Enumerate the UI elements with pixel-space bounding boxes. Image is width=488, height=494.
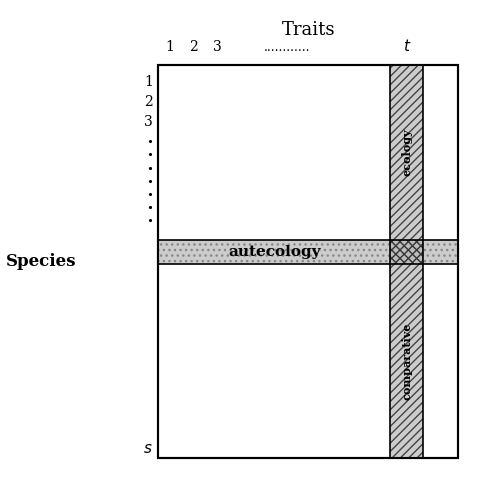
Text: 2: 2 xyxy=(144,95,153,109)
Text: $s$: $s$ xyxy=(143,441,153,456)
Text: 1: 1 xyxy=(166,41,175,54)
Text: ecology: ecology xyxy=(402,128,412,176)
Text: Traits: Traits xyxy=(282,21,335,39)
Bar xyxy=(390,264,423,458)
Bar xyxy=(159,65,459,458)
Text: 3: 3 xyxy=(144,115,153,129)
Bar xyxy=(159,240,390,264)
Text: 2: 2 xyxy=(189,41,198,54)
Bar xyxy=(390,65,423,240)
Text: 1: 1 xyxy=(144,76,153,89)
Bar xyxy=(159,65,459,458)
Text: comparative: comparative xyxy=(402,323,412,400)
Bar xyxy=(390,240,423,264)
Text: $t$: $t$ xyxy=(403,39,411,54)
Bar xyxy=(390,240,423,264)
Text: Species: Species xyxy=(6,253,77,270)
Text: 3: 3 xyxy=(213,41,222,54)
Text: autecology: autecology xyxy=(228,245,321,259)
Bar xyxy=(423,240,459,264)
Text: ............: ............ xyxy=(264,41,310,54)
